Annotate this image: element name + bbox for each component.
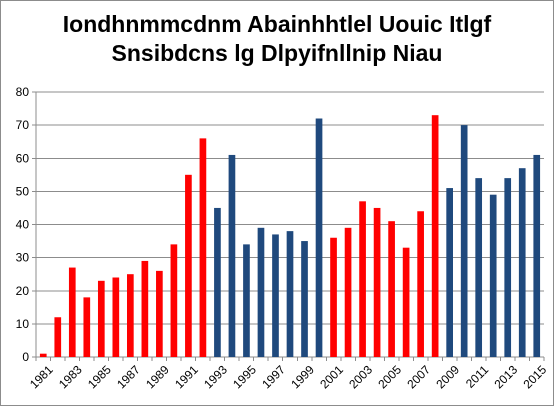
bar-2015 xyxy=(533,154,541,357)
bar-1989 xyxy=(156,270,163,357)
bar-1993 xyxy=(214,207,221,357)
bar-2002 xyxy=(344,227,352,357)
bar-1991 xyxy=(185,174,192,357)
x-tick-label: 2007 xyxy=(404,362,433,391)
y-tick-label: 20 xyxy=(16,284,30,298)
bar-1990 xyxy=(170,244,178,357)
x-tick-label: 1981 xyxy=(27,362,56,391)
chart-title: Iondhnmmcdnm Abainhhtlel Uouic Itlgf Sns… xyxy=(0,10,554,68)
x-tick-label: 1987 xyxy=(114,362,143,391)
bar-1984 xyxy=(83,297,91,357)
bar-1985 xyxy=(97,280,105,357)
x-tick-label: 2011 xyxy=(463,362,491,390)
bar-1983 xyxy=(68,267,76,357)
bar-2005 xyxy=(388,221,395,357)
x-tick-label: 2001 xyxy=(317,362,346,391)
x-tick-label: 1991 xyxy=(172,362,201,391)
bar-1992 xyxy=(199,138,207,357)
bar-2001 xyxy=(330,237,337,357)
bar-2004 xyxy=(373,207,381,357)
y-tick-label: 50 xyxy=(16,184,30,198)
bar-1998 xyxy=(286,231,294,357)
y-tick-label: 60 xyxy=(16,151,30,165)
x-tick-label: 1985 xyxy=(85,362,114,391)
bar-2007 xyxy=(417,211,424,357)
bar-2011 xyxy=(475,178,483,357)
bar-2006 xyxy=(402,247,410,357)
chart-title-line-1: Iondhnmmcdnm Abainhhtlel Uouic Itlgf xyxy=(62,11,492,37)
y-tick-label: 80 xyxy=(16,85,30,99)
x-tick-label: 2015 xyxy=(520,362,549,391)
x-tick-label: 1983 xyxy=(56,362,85,391)
x-tick-label: 1995 xyxy=(230,362,259,391)
x-tick-label: 1997 xyxy=(259,362,288,391)
y-tick-label: 70 xyxy=(16,118,30,132)
bar-2000 xyxy=(315,118,323,357)
bar-2014 xyxy=(518,168,526,357)
x-tick-label: 2003 xyxy=(346,362,375,391)
x-tick-label: 2013 xyxy=(491,362,520,391)
y-tick-label: 30 xyxy=(16,251,30,265)
bar-2009 xyxy=(446,188,453,357)
bar-1982 xyxy=(54,317,62,357)
bar-1995 xyxy=(243,244,250,357)
bar-2008 xyxy=(431,115,439,357)
bar-2012 xyxy=(489,194,497,357)
y-tick-label: 40 xyxy=(16,218,30,232)
bar-1994 xyxy=(228,154,236,357)
bar-2010 xyxy=(460,125,468,357)
chart-title-line-2: Snsibdcns lg Dlpyifnllnip Niau xyxy=(111,40,443,66)
x-tick-label: 1989 xyxy=(143,362,172,391)
x-tick-label: 1993 xyxy=(201,362,230,391)
y-tick-label: 10 xyxy=(16,317,30,331)
bar-1999 xyxy=(301,241,308,357)
x-tick-label: 2009 xyxy=(433,362,462,391)
bar-1996 xyxy=(257,227,265,357)
bar-1997 xyxy=(272,234,279,357)
bar-1987 xyxy=(127,274,134,357)
x-tick-label: 2005 xyxy=(375,362,404,391)
bar-1988 xyxy=(141,260,149,357)
x-tick-label: 1999 xyxy=(288,362,317,391)
bar-1981 xyxy=(39,353,47,357)
bar-2013 xyxy=(504,178,512,357)
bar-2003 xyxy=(359,201,366,357)
y-tick-label: 0 xyxy=(22,350,29,364)
bar-1986 xyxy=(112,277,120,357)
